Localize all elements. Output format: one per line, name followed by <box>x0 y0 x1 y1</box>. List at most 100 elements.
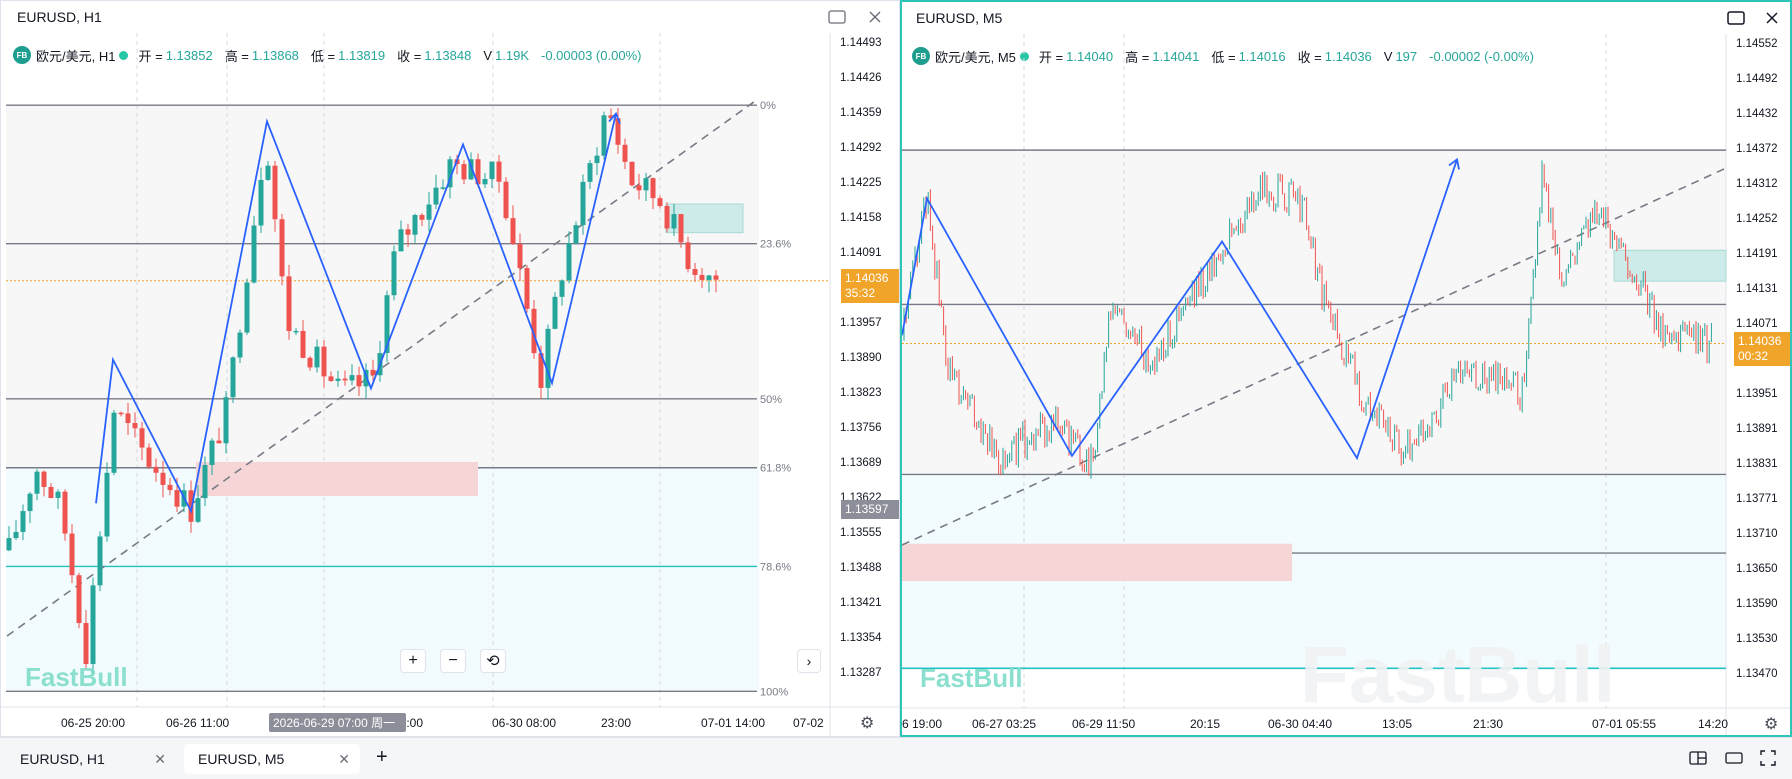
candle-body <box>202 464 208 499</box>
candle-body <box>489 161 495 180</box>
candle-body <box>209 440 215 465</box>
fastbull-watermark: FastBull <box>25 662 128 692</box>
split-layout-icon[interactable] <box>1688 749 1708 767</box>
supply-zone-box <box>665 203 744 234</box>
close-icon[interactable] <box>1762 9 1782 27</box>
candle-body <box>566 243 572 281</box>
candle-body <box>545 328 551 388</box>
candle-body <box>615 118 621 145</box>
demand-zone-box <box>902 543 1292 582</box>
zoom-out-button[interactable]: − <box>440 649 466 673</box>
candle-body <box>174 490 180 507</box>
close-value: 1.13848 <box>424 47 472 63</box>
price-axis-label: 1.14493 <box>840 37 882 49</box>
reset-chart-button[interactable]: ⟲ <box>480 649 506 673</box>
fib-level-label: 50% <box>760 394 782 406</box>
candle-body <box>153 466 159 473</box>
time-axis-label: 06-26 11:00 <box>166 716 229 730</box>
settings-gear-icon[interactable]: ⚙ <box>1764 716 1779 733</box>
price-axis-label: 1.14492 <box>1736 73 1778 85</box>
candle-body <box>510 218 516 244</box>
fib-level-label: 0% <box>760 100 776 112</box>
candle-body <box>216 440 222 444</box>
candlestick-chart-h1[interactable]: 1.14493 1.14426 1.14359 1.14292 1.14225 1.141… <box>1 1 899 736</box>
candle-body <box>384 295 390 354</box>
settings-gear-icon[interactable]: ⚙ <box>860 715 875 732</box>
candle-body <box>20 511 26 532</box>
time-axis-label: 07-01 05:55 <box>1592 717 1656 731</box>
candle-body <box>629 161 635 186</box>
candle-body <box>650 178 656 199</box>
price-axis-label: 1.13689 <box>840 457 882 469</box>
tab-close-icon[interactable]: ✕ <box>154 750 166 767</box>
candle-body <box>503 181 509 219</box>
candle-body <box>349 375 355 381</box>
open-label: 开 = <box>138 48 163 64</box>
price-axis-label: 1.14552 <box>1736 38 1778 50</box>
candle-body <box>132 423 138 429</box>
price-axis-label: 1.13831 <box>1736 458 1778 470</box>
open-value: 1.13852 <box>165 47 213 63</box>
price-axis-label: 1.14225 <box>840 177 882 189</box>
fullscreen-icon[interactable] <box>1758 749 1778 767</box>
tab-eurusd-h1[interactable]: EURUSD, H1 ✕ <box>6 744 176 774</box>
candle-body <box>531 308 537 354</box>
candle-body <box>6 538 12 551</box>
fib-zone-lower <box>6 467 759 692</box>
candle-body <box>594 155 600 164</box>
candlestick-chart-m5[interactable]: 1.14552 1.14492 1.14432 1.14372 1.14312 1.142… <box>902 2 1790 735</box>
scroll-right-button[interactable]: › <box>797 649 821 673</box>
candle-body <box>405 229 411 235</box>
price-axis-label: 1.14252 <box>1736 213 1778 225</box>
zoom-in-button[interactable]: + <box>400 649 426 673</box>
time-axis-label: 6 19:00 <box>902 717 942 731</box>
fib-level-label: 23.6% <box>760 239 791 251</box>
candle-body <box>125 413 131 424</box>
status-dot-icon <box>119 50 129 60</box>
candle-body <box>622 144 628 162</box>
candle-body <box>608 115 614 119</box>
zigzag-arrowhead <box>1448 157 1460 170</box>
time-axis-label: 20:15 <box>1190 717 1220 731</box>
chart-pane-m5[interactable]: EURUSD, M5 FB 欧元/美元, M5 开 = 1.14040 高 = … <box>900 0 1792 737</box>
candle-body <box>230 357 236 398</box>
price-axis-label: 1.14158 <box>840 212 882 224</box>
tab-close-icon[interactable]: ✕ <box>338 750 350 767</box>
candle-body <box>587 163 593 182</box>
crosshair-time-badge <box>269 713 406 732</box>
candle-body <box>237 332 243 358</box>
pane-title: EURUSD, M5 <box>916 10 1003 26</box>
legend-symbol: 欧元/美元, H1 <box>36 48 116 64</box>
fib-level-label: 100% <box>760 686 788 698</box>
status-dot-icon <box>1019 51 1029 61</box>
candle-body <box>398 229 404 252</box>
candle-body <box>657 198 663 207</box>
fib-level-label: 61.8% <box>760 463 791 475</box>
price-axis-label: 1.13951 <box>1736 388 1778 400</box>
candle-body <box>307 357 313 368</box>
tab-label: EURUSD, H1 <box>20 751 105 767</box>
price-axis-label: 1.14432 <box>1736 108 1778 120</box>
candle-body <box>335 378 341 381</box>
candle-body <box>90 585 96 664</box>
candle-body <box>286 276 292 332</box>
candle-body <box>69 533 75 576</box>
price-axis-label: 1.14312 <box>1736 178 1778 190</box>
candle-body <box>167 484 173 491</box>
single-layout-icon[interactable] <box>1724 749 1744 767</box>
tab-label: EURUSD, M5 <box>198 751 285 767</box>
chart-pane-h1[interactable]: EURUSD, H1 FB 欧元/美元, H1 开 = 1.13852 高 = … <box>0 0 900 737</box>
pane-header-h1: EURUSD, H1 <box>1 1 899 33</box>
low-label: 低 = <box>310 48 336 64</box>
bar-countdown: 35:32 <box>845 286 876 300</box>
add-tab-button[interactable]: + <box>376 746 388 768</box>
close-icon[interactable] <box>865 8 885 26</box>
candle-body <box>293 330 299 333</box>
bar-countdown: 00:32 <box>1738 349 1769 363</box>
candle-body <box>48 486 54 498</box>
maximize-icon[interactable] <box>1726 9 1746 27</box>
tab-eurusd-m5[interactable]: EURUSD, M5 ✕ <box>184 744 360 774</box>
fib-level-label: 78.6% <box>760 561 791 573</box>
candle-body <box>104 472 110 537</box>
maximize-icon[interactable] <box>827 8 847 26</box>
